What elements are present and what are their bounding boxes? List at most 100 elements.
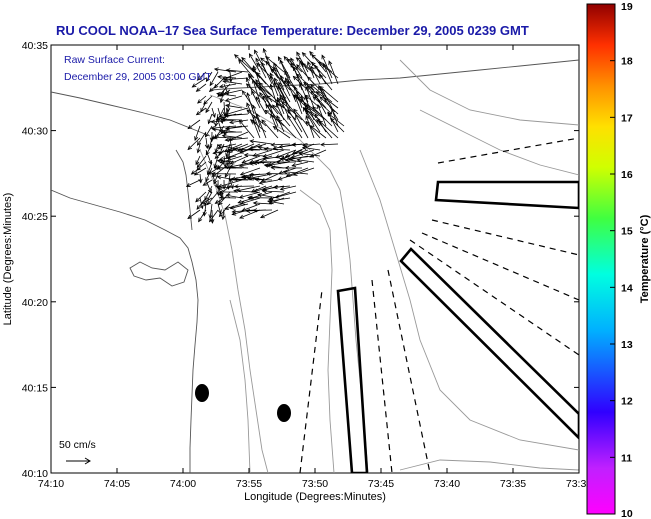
current-vector [252, 119, 261, 139]
colorbar-tick-label: 10 [621, 508, 633, 519]
current-vector [197, 95, 207, 104]
x-tick-label: 73:50 [302, 478, 328, 490]
current-vector [310, 65, 321, 85]
current-vector [253, 114, 261, 133]
current-vector [317, 103, 327, 127]
current-vector [324, 97, 339, 121]
coastline-sandy-hook [175, 149, 193, 231]
current-vector [233, 188, 255, 194]
current-vector [224, 95, 243, 102]
current-vector [264, 109, 285, 127]
current-vector [246, 102, 255, 121]
current-vector [216, 175, 237, 181]
current-vector [238, 119, 255, 139]
current-vector [270, 142, 291, 147]
current-vector [229, 203, 249, 210]
current-vector [195, 107, 207, 116]
colorbar-tick-label: 18 [621, 56, 633, 68]
current-vector [305, 114, 315, 139]
current-vector [196, 143, 201, 154]
current-vector [255, 57, 267, 79]
current-vector [248, 147, 267, 152]
current-vector [204, 191, 213, 207]
current-vector [224, 137, 249, 142]
current-vector [194, 125, 201, 141]
box-north [434, 180, 579, 210]
current-vector [218, 195, 237, 200]
current-vector [216, 158, 237, 164]
current-vector [273, 81, 285, 103]
current-label: Raw Surface Current: [64, 54, 165, 66]
current-vector [223, 125, 231, 135]
current-vector [187, 119, 201, 130]
current-vector [298, 151, 321, 157]
x-tick-label: 74:10 [38, 478, 64, 490]
current-vector [329, 117, 345, 133]
current-vector [223, 165, 249, 170]
current-vector [261, 61, 273, 85]
current-vector [191, 77, 207, 88]
current-vector [196, 155, 207, 168]
current-vector [221, 209, 226, 221]
current-vector [232, 177, 255, 182]
current-vector [213, 67, 237, 73]
x-tick-label: 73:45 [368, 478, 394, 490]
current-vector [212, 149, 237, 155]
current-vector [193, 167, 207, 176]
current-vector [258, 179, 279, 185]
current-vector [321, 87, 333, 109]
y-axis-label: Latitude (Degrees:Minutes) [2, 193, 14, 326]
current-vector [327, 111, 339, 133]
current-vector [296, 158, 315, 163]
current-vector [202, 179, 213, 186]
current-vector [322, 62, 333, 85]
current-vector [207, 113, 213, 125]
current-vector [247, 195, 273, 200]
current-vector [248, 53, 261, 73]
colorbar-tick-label: 17 [621, 112, 633, 124]
current-vector [206, 191, 219, 206]
current-vector [233, 54, 255, 73]
x-axis-label: Longitude (Degrees:Minutes) [244, 491, 386, 503]
track-6 [431, 219, 579, 256]
current-vector [205, 101, 213, 114]
current-vector [284, 70, 297, 91]
current-vectors [185, 47, 345, 224]
current-vector [190, 167, 201, 175]
colorbar-tick-label: 19 [621, 1, 633, 13]
current-vector [305, 120, 321, 139]
current-vector [251, 78, 261, 103]
y-tick-label: 40:20 [22, 297, 48, 309]
current-vector [253, 185, 273, 193]
current-vector [252, 149, 273, 157]
current-vector [220, 117, 243, 122]
current-vector [211, 127, 237, 133]
current-vector [185, 179, 201, 187]
current-vector [305, 85, 315, 109]
current-vector [307, 76, 327, 97]
colorbar-tick-label: 11 [621, 452, 632, 464]
current-vector [221, 133, 243, 139]
current-vector [290, 57, 303, 79]
current-vector [245, 83, 267, 103]
current-vector [187, 137, 201, 151]
current-vector [238, 147, 261, 152]
current-vector [240, 197, 261, 205]
current-vector [218, 191, 231, 206]
current-vector [218, 83, 237, 89]
current-vector [272, 185, 291, 190]
current-vector [318, 74, 333, 91]
current-vector [251, 67, 267, 85]
current-vector [252, 201, 273, 206]
current-vector [211, 107, 216, 118]
current-vector [293, 108, 309, 127]
current-vector [226, 173, 231, 190]
current-vector [261, 189, 285, 194]
current-vector [312, 96, 333, 115]
current-vector [229, 119, 249, 125]
current-vector [311, 54, 333, 73]
chart-title: RU COOL NOAA–17 Sea Surface Temperature:… [56, 23, 529, 38]
current-vector [223, 113, 249, 118]
current-vector [198, 209, 207, 223]
track-7 [437, 137, 579, 164]
